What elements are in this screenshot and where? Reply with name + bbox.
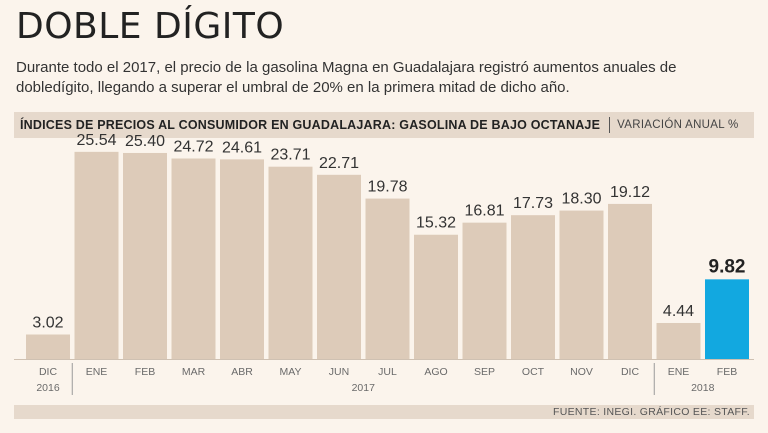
source-note: FUENTE: INEGI. GRÁFICO EE: STAFF. (553, 406, 750, 418)
x-tick-label: MAR (182, 366, 206, 378)
bar (656, 322, 701, 359)
chart-subtitle: Durante todo el 2017, el precio de la ga… (16, 59, 677, 96)
data-label: 25.40 (125, 133, 165, 150)
bar (317, 174, 361, 359)
data-label: 17.73 (513, 195, 553, 212)
bar (705, 279, 749, 359)
bar (26, 334, 70, 359)
x-tick-label: JUL (378, 366, 397, 378)
x-tick-label: ABR (231, 366, 253, 378)
bar (559, 210, 604, 359)
chart-title: DOBLE DÍGITO (16, 6, 285, 47)
bar (511, 215, 555, 359)
data-label: 19.12 (610, 184, 650, 201)
year-label: 2018 (691, 382, 715, 394)
bar (220, 159, 264, 359)
x-tick-label: FEB (717, 366, 737, 378)
data-label: 22.71 (319, 155, 359, 172)
data-label: 4.44 (663, 303, 694, 320)
bar (462, 222, 507, 359)
x-tick-label: ENE (86, 366, 108, 378)
x-tick-label: MAY (280, 366, 302, 378)
data-label: 23.71 (270, 147, 310, 164)
bar (171, 158, 216, 359)
year-label: 2016 (36, 382, 60, 394)
bar (123, 152, 167, 359)
data-label: 16.81 (464, 203, 504, 220)
x-tick-label: SEP (474, 366, 495, 378)
bar (74, 151, 119, 359)
data-label: 15.32 (416, 215, 456, 232)
x-tick-label: DIC (39, 366, 58, 378)
x-tick-label: DIC (621, 366, 640, 378)
bar (608, 203, 652, 359)
data-label: 24.61 (222, 139, 262, 156)
data-label: 9.82 (709, 256, 746, 277)
year-label: 2017 (352, 382, 376, 394)
x-tick-label: NOV (570, 366, 593, 378)
x-tick-label: FEB (135, 366, 155, 378)
bar (414, 234, 458, 359)
x-tick-label: ENE (668, 366, 690, 378)
chart-header-band: ÍNDICES DE PRECIOS AL CONSUMIDOR EN GUAD… (14, 112, 754, 138)
x-tick-label: JUN (329, 366, 349, 378)
data-label: 25.54 (76, 132, 116, 149)
data-label: 18.30 (561, 191, 601, 208)
data-label: 3.02 (32, 315, 63, 332)
data-label: 19.78 (367, 179, 407, 196)
source-band (14, 405, 754, 419)
bar (365, 198, 410, 359)
x-tick-label: OCT (522, 366, 545, 378)
chart-unit-label: VARIACIÓN ANUAL % (617, 119, 739, 131)
x-tick-label: AGO (424, 366, 447, 378)
bar (268, 166, 313, 359)
chart-header-title: ÍNDICES DE PRECIOS AL CONSUMIDOR EN GUAD… (20, 118, 601, 132)
data-label: 24.72 (173, 138, 213, 155)
header-divider (609, 117, 611, 133)
